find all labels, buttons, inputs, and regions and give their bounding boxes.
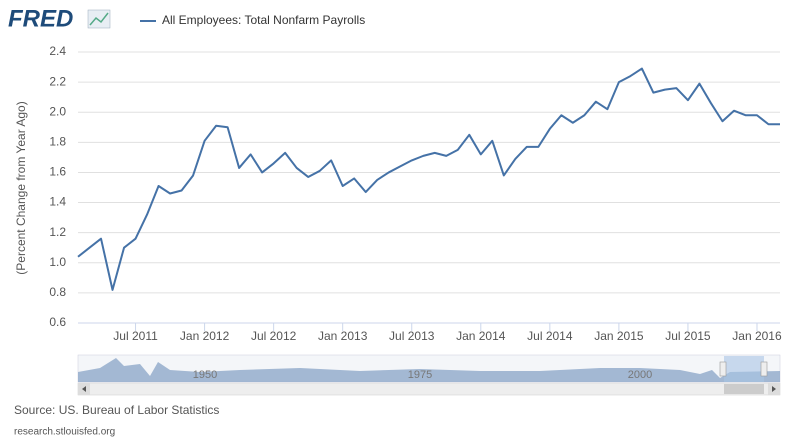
x-tick-label: Jan 2015 [594,329,644,343]
source: Source: US. Bureau of Labor Statistics [14,403,219,417]
y-axis-label: (Percent Change from Year Ago) [14,101,28,274]
x-tick-label: Jan 2012 [180,329,230,343]
plot-area: 0.6 0.8 1.0 1.2 1.4 1.6 1.8 2.0 2.2 2.4 Jul 2011 Ja… [49,44,782,343]
navigator-labels: 1950 1975 2000 [193,369,652,381]
x-tick-label: Jul 2014 [527,329,573,343]
legend-label: All Employees: Total Nonfarm Payrolls [162,13,365,27]
y-tick-label: 1.6 [49,165,66,179]
y-tick-label: 2.4 [49,44,66,58]
logo-icon [87,9,111,29]
data-line [77,67,780,291]
x-tick-label: Jan 2016 [732,329,782,343]
logo: FRED [8,5,73,32]
source-url: research.stlouisfed.org [14,427,115,438]
scrollbar[interactable] [77,382,781,396]
navigator-label: 2000 [628,369,652,381]
x-tick-label: Jul 2011 [113,329,158,343]
x-tick-label: Jul 2012 [251,329,297,343]
y-tick-label: 2.0 [49,104,66,118]
y-tick-label: 1.2 [49,225,66,239]
x-tick-label: Jan 2013 [318,329,368,343]
y-tick-label: 0.6 [49,315,66,329]
x-tick-label: Jul 2015 [665,329,711,343]
y-tick-label: 1.4 [49,195,66,209]
navigator-label: 1950 [193,369,217,381]
x-tick-label: Jul 2013 [389,329,435,343]
y-tick-label: 0.8 [49,285,66,299]
y-tick-label: 1.8 [49,135,66,149]
y-tick-label: 2.2 [49,74,66,88]
x-tick-label: Jan 2014 [456,329,506,343]
navigator-label: 1975 [408,369,432,381]
navigator [77,354,781,383]
y-tick-label: 1.0 [49,255,66,269]
